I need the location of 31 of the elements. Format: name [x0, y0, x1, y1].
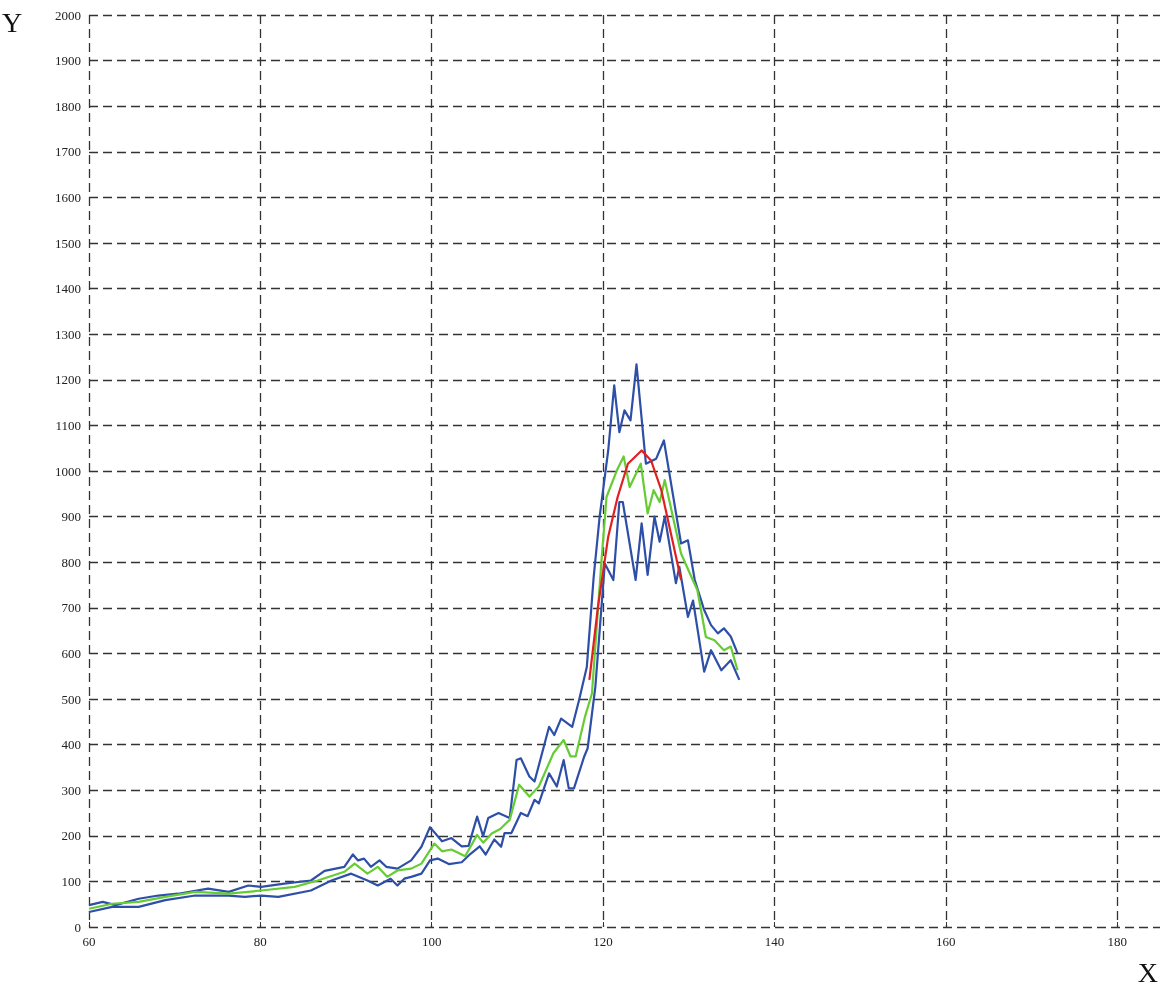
y-tick-label: 2000 [55, 7, 81, 23]
line-series [588, 449, 683, 681]
y-tick-label: 300 [61, 782, 81, 798]
y-tick-label: 1700 [55, 144, 81, 160]
x-tick-label: 160 [936, 934, 956, 949]
y-tick-label: 800 [61, 554, 81, 570]
y-tick-label: 1000 [55, 463, 81, 479]
y-tick-label: 1900 [55, 53, 81, 69]
y-tick-label: 200 [61, 828, 81, 844]
x-tick-label: 120 [593, 934, 613, 949]
y-tick-label: 1300 [55, 326, 81, 342]
y-tick-label: 600 [61, 645, 81, 661]
y-tick-label: 500 [61, 691, 81, 707]
x-tick-label: 100 [421, 934, 442, 949]
x-tick-label: 60 [82, 934, 96, 949]
y-tick-label: 400 [61, 737, 81, 753]
x-tick-label: 180 [1107, 934, 1127, 949]
y-tick-label: 1500 [55, 235, 81, 251]
y-tick-label: 0 [74, 919, 81, 935]
y-axis-title: Y [2, 6, 23, 38]
x-axis-title: X [1137, 956, 1159, 988]
y-tick-label: 100 [61, 873, 81, 889]
y-tick-label: 1100 [55, 417, 81, 433]
y-tick-label: 1600 [55, 189, 81, 205]
x-tick-label: 80 [253, 934, 267, 949]
y-tick-label: 900 [61, 509, 81, 525]
y-tick-label: 700 [61, 600, 81, 616]
y-tick-label: 1800 [55, 98, 81, 114]
x-tick-label: 140 [764, 934, 785, 949]
y-tick-label: 1400 [55, 281, 81, 297]
y-tick-label: 1200 [55, 372, 81, 388]
